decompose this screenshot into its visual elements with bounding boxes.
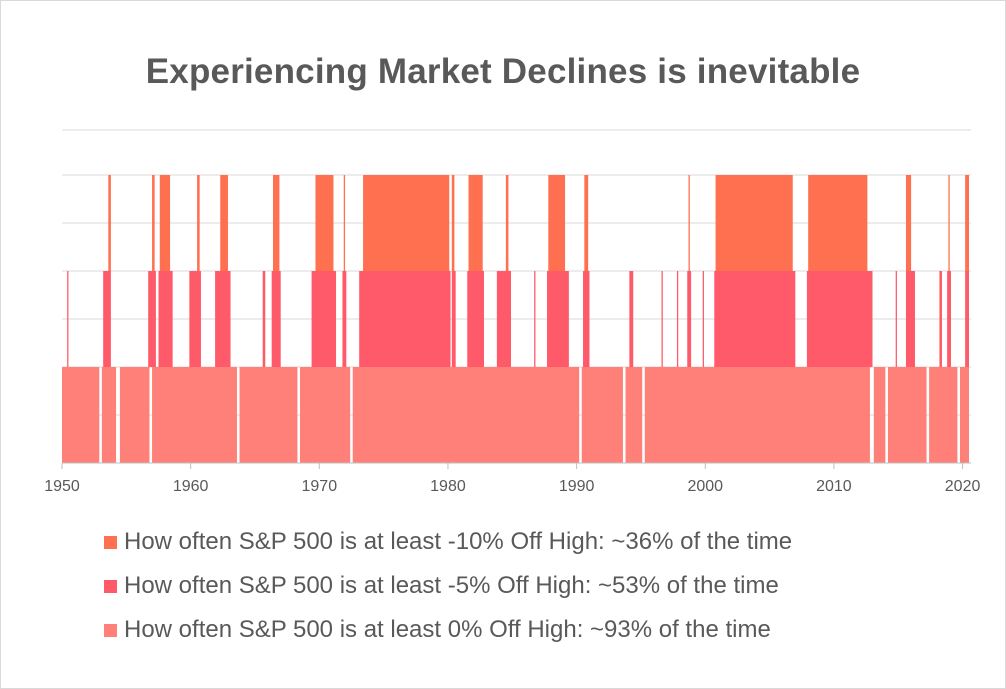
x-tick-label: 1990 [559, 478, 595, 495]
x-tick-label: 2020 [945, 478, 981, 495]
decline-period-bar [688, 175, 690, 271]
decline-period-bar [625, 367, 643, 463]
x-tick-label: 1970 [302, 478, 338, 495]
x-tick-label: 2010 [816, 478, 852, 495]
decline-period-bar [451, 175, 455, 271]
decline-period-bar [363, 175, 450, 271]
decline-period-bar [505, 175, 509, 271]
x-tick-label: 2000 [687, 478, 723, 495]
x-axis: 1950 1960 1970 1980 1990 2000 2010 2020 [44, 462, 981, 495]
decline-period-bar [189, 271, 201, 367]
decline-period-bar [220, 175, 228, 271]
legend: How often S&P 500 is at least -10% Off H… [104, 520, 792, 652]
decline-period-bar [714, 271, 796, 367]
legend-item-5pct: How often S&P 500 is at least -5% Off Hi… [104, 564, 792, 608]
series-group [108, 175, 969, 271]
decline-period-bar [895, 271, 897, 367]
decline-period-bar [929, 367, 958, 463]
decline-period-bar [584, 175, 589, 271]
decline-period-bar [197, 175, 200, 271]
decline-period-bar [451, 271, 456, 367]
decline-period-bar [271, 271, 281, 367]
legend-label-10pct: How often S&P 500 is at least -10% Off H… [124, 528, 793, 555]
decline-period-bar [152, 367, 237, 463]
decline-period-bar [343, 175, 346, 271]
decline-period-bar [581, 367, 623, 463]
decline-period-bar [687, 271, 692, 367]
decline-period-bar [62, 367, 100, 463]
decline-period-bar [352, 367, 580, 463]
legend-item-10pct: How often S&P 500 is at least -10% Off H… [104, 520, 792, 564]
decline-period-bar [583, 271, 590, 367]
series-group [62, 367, 969, 463]
decline-period-bar [905, 271, 915, 367]
decline-period-bar [965, 175, 969, 271]
decline-period-bar [103, 271, 111, 367]
decline-period-bar [965, 271, 969, 367]
decline-period-bar [262, 271, 266, 367]
legend-label-5pct: How often S&P 500 is at least -5% Off Hi… [124, 572, 779, 599]
decline-areas [62, 175, 969, 463]
decline-period-bar [359, 271, 451, 367]
decline-period-bar [676, 271, 679, 367]
decline-period-bar [496, 271, 511, 367]
x-tick-label: 1960 [173, 478, 209, 495]
x-tick-label: 1980 [430, 478, 466, 495]
decline-period-bar [715, 175, 793, 271]
decline-period-bar [887, 367, 927, 463]
decline-period-bar [108, 175, 111, 271]
decline-period-bar [467, 271, 484, 367]
decline-period-bar [548, 175, 566, 271]
series-group [67, 271, 969, 367]
decline-period-bar [468, 175, 483, 271]
decline-period-bar [158, 271, 173, 367]
legend-label-0pct: How often S&P 500 is at least 0% Off Hig… [124, 616, 771, 643]
decline-period-bar [342, 271, 347, 367]
decline-period-bar [702, 271, 704, 367]
legend-swatch-10pct [104, 535, 117, 549]
decline-period-bar [959, 367, 969, 463]
decline-period-bar [148, 271, 156, 367]
legend-swatch-0pct [104, 623, 117, 637]
decline-period-bar [808, 175, 868, 271]
decline-period-bar [315, 175, 334, 271]
decline-period-bar [547, 271, 569, 367]
decline-period-bar [661, 271, 663, 367]
decline-period-bar [300, 367, 351, 463]
chart-title: Experiencing Market Declines is inevitab… [145, 52, 861, 91]
decline-period-bar [159, 175, 171, 271]
decline-period-bar [67, 271, 69, 367]
decline-period-bar [629, 271, 634, 367]
x-tick-label: 1950 [44, 478, 80, 495]
legend-item-0pct: How often S&P 500 is at least 0% Off Hig… [104, 608, 792, 652]
decline-period-bar [311, 271, 337, 367]
decline-period-bar [101, 367, 117, 463]
decline-period-bar [644, 367, 870, 463]
decline-period-bar [947, 271, 951, 367]
legend-swatch-5pct [104, 579, 117, 593]
decline-period-bar [152, 175, 155, 271]
decline-period-bar [873, 367, 886, 463]
decline-period-bar [272, 175, 280, 271]
decline-period-bar [239, 367, 298, 463]
decline-period-bar [215, 271, 231, 367]
decline-period-bar [948, 175, 950, 271]
decline-period-bar [905, 175, 912, 271]
decline-period-bar [939, 271, 942, 367]
decline-period-bar [119, 367, 150, 463]
decline-period-bar [806, 271, 873, 367]
decline-period-bar [534, 271, 536, 367]
